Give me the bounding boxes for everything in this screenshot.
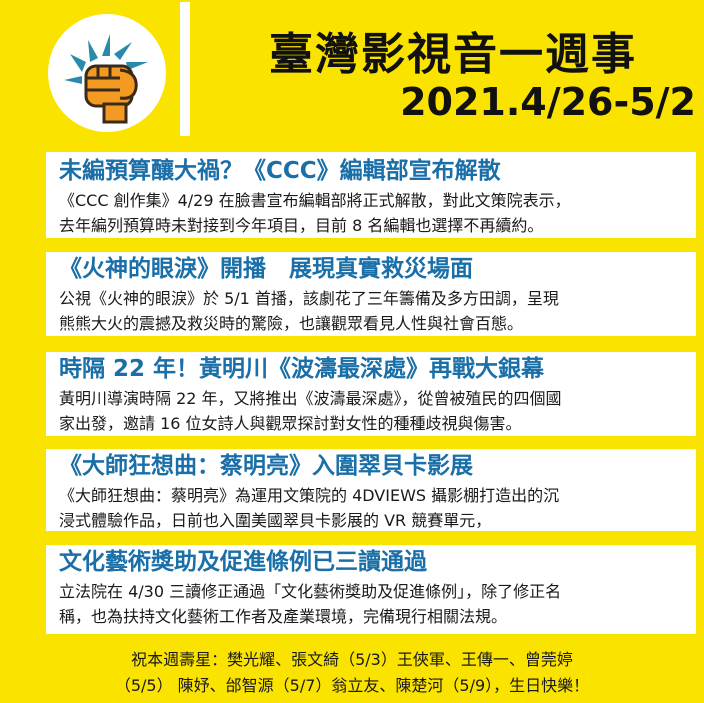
news-card: 未編預算釀大禍？《CCC》編輯部宣布解散 《CCC 創作集》4/29 在臉書宣布… <box>46 152 696 238</box>
news-card-line: 熊熊大火的震撼及救災時的驚險，也讓觀眾看見人性與社會百態。 <box>59 314 524 333</box>
news-card-line: 去年編列預算時未對接到今年項目，目前 8 名編輯也選擇不再續約。 <box>59 216 544 235</box>
news-card-line: 公視《火神的眼淚》於 5/1 首播，該劇花了三年籌備及多方田調，呈現 <box>59 289 559 308</box>
news-card-line: 稱，也為扶持文化藝術工作者及產業環境，完備現行相關法規。 <box>59 607 508 626</box>
news-card: 時隔 22 年！黃明川《波濤最深處》再戰大銀幕 黃明川導演時隔 22 年，又將推… <box>46 352 696 436</box>
news-card-title: 文化藝術獎助及促進條例已三讀通過 <box>59 549 427 575</box>
news-card-body: 黃明川導演時隔 22 年，又將推出《波濤最深處》，從曾被殖民的四個國 家出發，邀… <box>59 386 684 436</box>
news-card-title: 未編預算釀大禍？《CCC》編輯部宣布解散 <box>59 158 501 184</box>
fist-burst-icon <box>64 34 148 124</box>
header-divider <box>180 2 190 136</box>
news-card: 文化藝術獎助及促進條例已三讀通過 立法院在 4/30 三讀修正通過「文化藝術獎助… <box>46 545 696 634</box>
news-card-line: 《大師狂想曲：蔡明亮》為運用文策院的 4DVIEWS 攝影棚打造出的沉 <box>59 486 560 505</box>
date-range: 2021.4/26-5/2 <box>400 80 696 124</box>
news-card-line: 《CCC 創作集》4/29 在臉書宣布編輯部將正式解散，對此文策院表示， <box>59 191 571 210</box>
news-card-body: 《CCC 創作集》4/29 在臉書宣布編輯部將正式解散，對此文策院表示， 去年編… <box>59 188 684 238</box>
birthday-footer: 祝本週壽星：樊光耀、張文綺（5/3）王俠軍、王傳一、曾莞婷 （5/5） 陳妤、邰… <box>0 647 704 699</box>
news-card-body: 《大師狂想曲：蔡明亮》為運用文策院的 4DVIEWS 攝影棚打造出的沉 浸式體驗… <box>59 483 684 533</box>
news-card-title: 時隔 22 年！黃明川《波濤最深處》再戰大銀幕 <box>59 356 545 382</box>
logo <box>48 14 166 132</box>
news-card: 《火神的眼淚》開播 展現真實救災場面 公視《火神的眼淚》於 5/1 首播，該劇花… <box>46 252 696 336</box>
news-card-line: 家出發，邀請 16 位女詩人與觀眾探討對女性的種種歧視與傷害。 <box>59 414 522 433</box>
news-card-title: 《大師狂想曲：蔡明亮》入圍翠貝卡影展 <box>59 453 473 479</box>
header: 臺灣影視音一週事 2021.4/26-5/2 <box>0 0 704 148</box>
page-title: 臺灣影視音一週事 <box>269 29 637 80</box>
news-card-body: 公視《火神的眼淚》於 5/1 首播，該劇花了三年籌備及多方田調，呈現 熊熊大火的… <box>59 286 684 336</box>
news-card-line: 黃明川導演時隔 22 年，又將推出《波濤最深處》，從曾被殖民的四個國 <box>59 389 562 408</box>
footer-line: 祝本週壽星：樊光耀、張文綺（5/3）王俠軍、王傳一、曾莞婷 <box>131 650 573 669</box>
news-card-line: 立法院在 4/30 三讀修正通過「文化藝術獎助及促進條例」，除了修正名 <box>59 582 562 601</box>
news-card-line: 浸式體驗作品，日前也入圍美國翠貝卡影展的 VR 競賽單元， <box>59 511 492 530</box>
news-card-title: 《火神的眼淚》開播 展現真實救災場面 <box>59 256 473 282</box>
news-card: 《大師狂想曲：蔡明亮》入圍翠貝卡影展 《大師狂想曲：蔡明亮》為運用文策院的 4D… <box>46 449 696 531</box>
news-card-body: 立法院在 4/30 三讀修正通過「文化藝術獎助及促進條例」，除了修正名 稱，也為… <box>59 579 684 629</box>
footer-line: （5/5） 陳妤、邰智源（5/7）翁立友、陳楚河（5/9），生日快樂！ <box>114 676 590 695</box>
